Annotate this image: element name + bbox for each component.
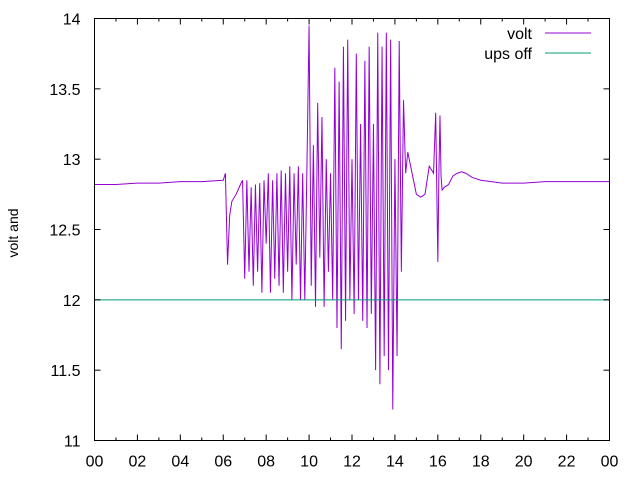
y-tick-label: 14	[63, 12, 81, 29]
x-tick-label: 04	[171, 454, 189, 471]
axis-ticks-group	[94, 18, 610, 441]
y-tick-label: 13.5	[49, 82, 80, 99]
y-tick-label: 12	[63, 293, 81, 310]
axis-tick-labels-group: 00 02 04 06 08 10 12 14 16 18 20 22 00 11 11.5 12 12.5 13…	[49, 12, 618, 471]
y-tick-label: 12.5	[49, 223, 80, 240]
y-tick-label: 11	[64, 434, 81, 451]
x-tick-label: 02	[129, 454, 147, 471]
x-tick-label: 14	[386, 454, 404, 471]
y-tick-label: 13	[63, 152, 81, 169]
x-tick-label: 10	[300, 454, 318, 471]
plot-frame	[94, 18, 610, 441]
x-tick-label: 16	[429, 454, 447, 471]
series-line-0	[94, 25, 610, 410]
legend-label: volt	[507, 26, 532, 43]
x-tick-label: 18	[472, 454, 490, 471]
legend-label: ups off	[484, 46, 532, 63]
x-tick-label: 08	[257, 454, 275, 471]
x-tick-label: 06	[214, 454, 232, 471]
y-tick-label: 11.5	[51, 363, 81, 380]
x-tick-label: 12	[343, 454, 361, 471]
y-axis-label: volt and	[5, 208, 21, 257]
x-tick-label: 00	[601, 454, 619, 471]
plot-series-group	[94, 25, 610, 410]
x-tick-label: 00	[86, 454, 104, 471]
x-tick-label: 20	[515, 454, 533, 471]
x-tick-label: 22	[558, 454, 576, 471]
legend: volt ups off	[484, 26, 591, 63]
